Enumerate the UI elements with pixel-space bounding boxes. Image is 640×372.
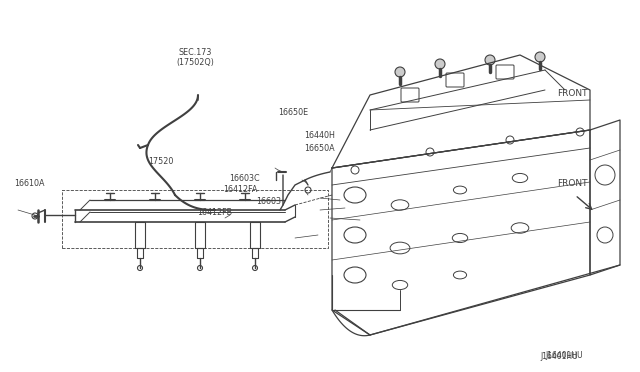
- Text: 16610A: 16610A: [14, 179, 45, 187]
- Circle shape: [535, 52, 545, 62]
- Circle shape: [435, 59, 445, 69]
- Text: 16440H: 16440H: [304, 131, 335, 140]
- Text: J16401HU: J16401HU: [541, 352, 579, 361]
- Text: FRONT: FRONT: [557, 89, 588, 98]
- Text: 17520: 17520: [148, 157, 174, 166]
- Circle shape: [485, 55, 495, 65]
- Text: 16603C: 16603C: [229, 174, 260, 183]
- Circle shape: [395, 67, 405, 77]
- Text: 16650E: 16650E: [278, 108, 308, 117]
- Text: 16412FA: 16412FA: [223, 185, 257, 194]
- Text: FRONT: FRONT: [557, 179, 588, 187]
- Text: 16412FB: 16412FB: [197, 208, 232, 217]
- Text: SEC.173
(17502Q): SEC.173 (17502Q): [176, 48, 214, 67]
- Text: J16401HU: J16401HU: [545, 350, 582, 359]
- Text: 16603: 16603: [256, 197, 281, 206]
- Text: 16650A: 16650A: [304, 144, 335, 153]
